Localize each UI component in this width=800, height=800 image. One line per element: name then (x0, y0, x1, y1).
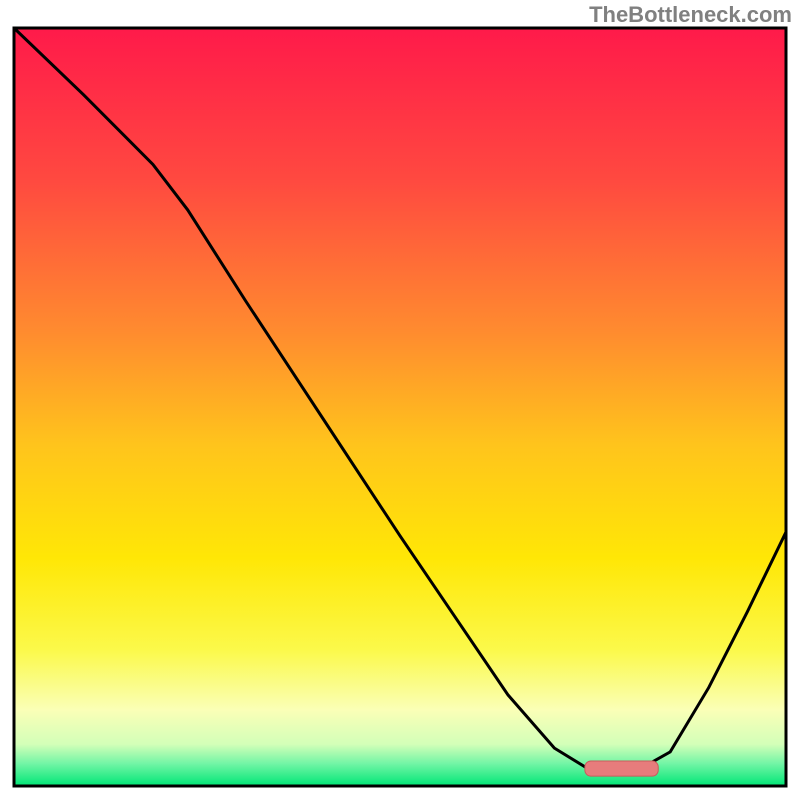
watermark-text: TheBottleneck.com (589, 2, 792, 28)
chart-container: TheBottleneck.com (0, 0, 800, 800)
optimal-marker (585, 761, 658, 776)
chart-svg (0, 0, 800, 800)
